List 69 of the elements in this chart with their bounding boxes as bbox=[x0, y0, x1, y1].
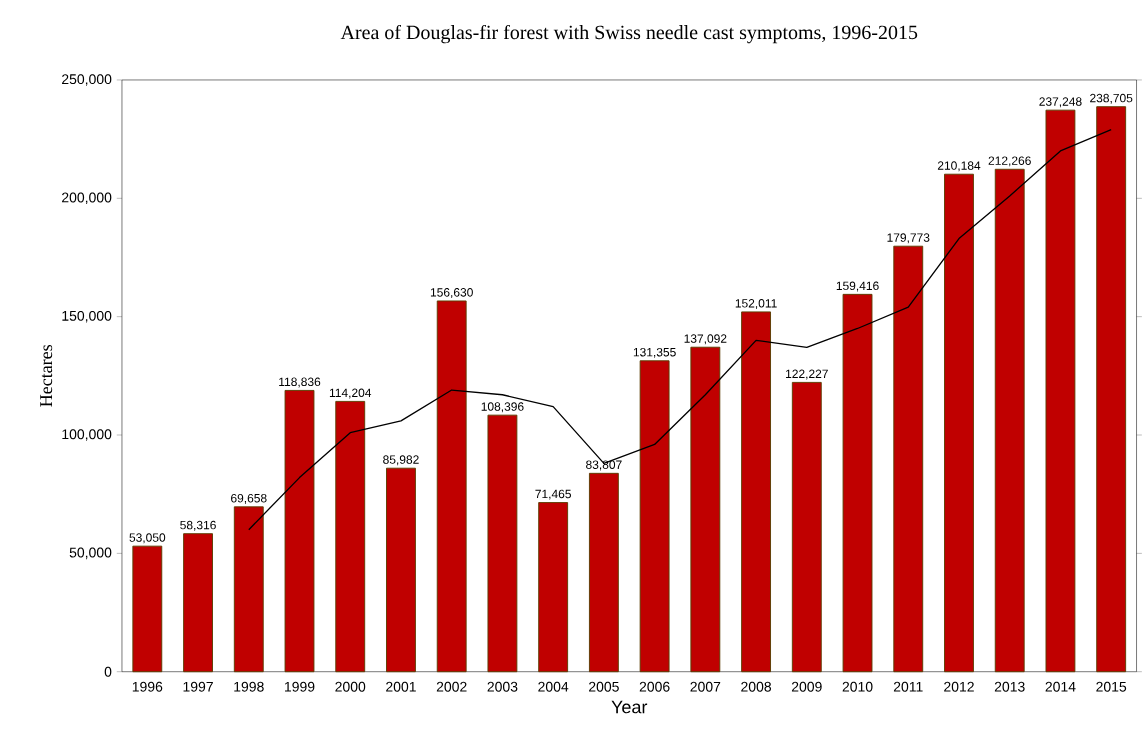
y-tick-label: 250,000 bbox=[62, 74, 112, 86]
x-axis-title: Year bbox=[611, 700, 648, 714]
bar bbox=[994, 168, 1025, 673]
bar bbox=[944, 173, 974, 673]
x-tick-label: 2011 bbox=[893, 681, 923, 692]
bar bbox=[386, 467, 416, 673]
data-label: 71,465 bbox=[535, 489, 571, 500]
data-label: 69,658 bbox=[231, 494, 267, 505]
x-tick-label: 2009 bbox=[791, 681, 822, 692]
data-label: 83,807 bbox=[586, 460, 622, 471]
y-tick-label: 150,000 bbox=[62, 311, 112, 323]
x-tick-label: 2008 bbox=[741, 681, 772, 692]
x-tick-label: 2006 bbox=[639, 681, 670, 692]
data-label: 114,204 bbox=[329, 388, 372, 399]
data-label: 137,092 bbox=[684, 334, 727, 345]
data-label: 131,355 bbox=[633, 348, 676, 359]
data-label: 152,011 bbox=[735, 299, 777, 310]
bar bbox=[233, 506, 264, 673]
data-label: 159,416 bbox=[836, 281, 879, 292]
data-label: 85,982 bbox=[383, 455, 419, 466]
bar bbox=[538, 502, 569, 673]
x-tick-label: 2001 bbox=[386, 681, 416, 692]
x-tick-label: 2004 bbox=[538, 681, 569, 692]
bar bbox=[436, 300, 467, 673]
data-label: 58,316 bbox=[180, 520, 216, 531]
x-tick-label: 2012 bbox=[944, 681, 974, 692]
data-label: 156,630 bbox=[430, 288, 473, 299]
bar bbox=[132, 545, 163, 673]
y-axis-title: Hectares bbox=[40, 345, 53, 407]
data-label: 212,266 bbox=[988, 156, 1031, 167]
bar bbox=[842, 294, 873, 673]
x-tick-label: 2007 bbox=[690, 681, 721, 692]
y-tick-label: 50,000 bbox=[69, 547, 112, 560]
bar bbox=[690, 346, 721, 673]
data-label: 210,184 bbox=[937, 161, 981, 172]
y-tick-label: 100,000 bbox=[62, 429, 112, 441]
x-tick-label: 2000 bbox=[335, 681, 366, 692]
data-label: 53,050 bbox=[129, 533, 166, 544]
data-label: 179,773 bbox=[887, 233, 930, 244]
bar bbox=[741, 311, 771, 673]
bar bbox=[487, 414, 518, 673]
data-label: 108,396 bbox=[481, 402, 524, 413]
x-tick-label: 2010 bbox=[842, 681, 873, 692]
data-label: 118,836 bbox=[279, 377, 321, 388]
x-tick-label: 1996 bbox=[132, 681, 163, 692]
bar bbox=[588, 473, 619, 673]
bar bbox=[791, 382, 822, 673]
bar bbox=[1096, 106, 1127, 673]
bar bbox=[284, 390, 315, 673]
y-tick-label: 0 bbox=[104, 666, 112, 677]
x-tick-label: 1998 bbox=[234, 681, 264, 692]
x-tick-label: 2015 bbox=[1096, 681, 1127, 692]
x-tick-label: 1997 bbox=[183, 681, 213, 692]
x-tick-label: 2002 bbox=[436, 681, 467, 692]
y-tick-label: 200,000 bbox=[62, 192, 112, 205]
bar bbox=[639, 360, 670, 673]
data-label: 238,705 bbox=[1090, 94, 1133, 104]
data-label: 237,248 bbox=[1039, 97, 1082, 108]
bar bbox=[893, 245, 924, 673]
x-tick-label: 2005 bbox=[589, 681, 619, 692]
x-tick-label: 2013 bbox=[994, 681, 1025, 692]
x-tick-label: 2014 bbox=[1045, 681, 1076, 692]
data-label: 122,227 bbox=[786, 369, 828, 380]
x-tick-label: 2003 bbox=[487, 681, 518, 692]
bar bbox=[335, 401, 366, 673]
bar bbox=[183, 533, 213, 673]
chart-title: Area of Douglas-fir forest with Swiss needle cast symptoms, 1996-2015 bbox=[340, 25, 918, 44]
x-tick-label: 1999 bbox=[285, 681, 315, 692]
bar bbox=[1045, 109, 1076, 673]
